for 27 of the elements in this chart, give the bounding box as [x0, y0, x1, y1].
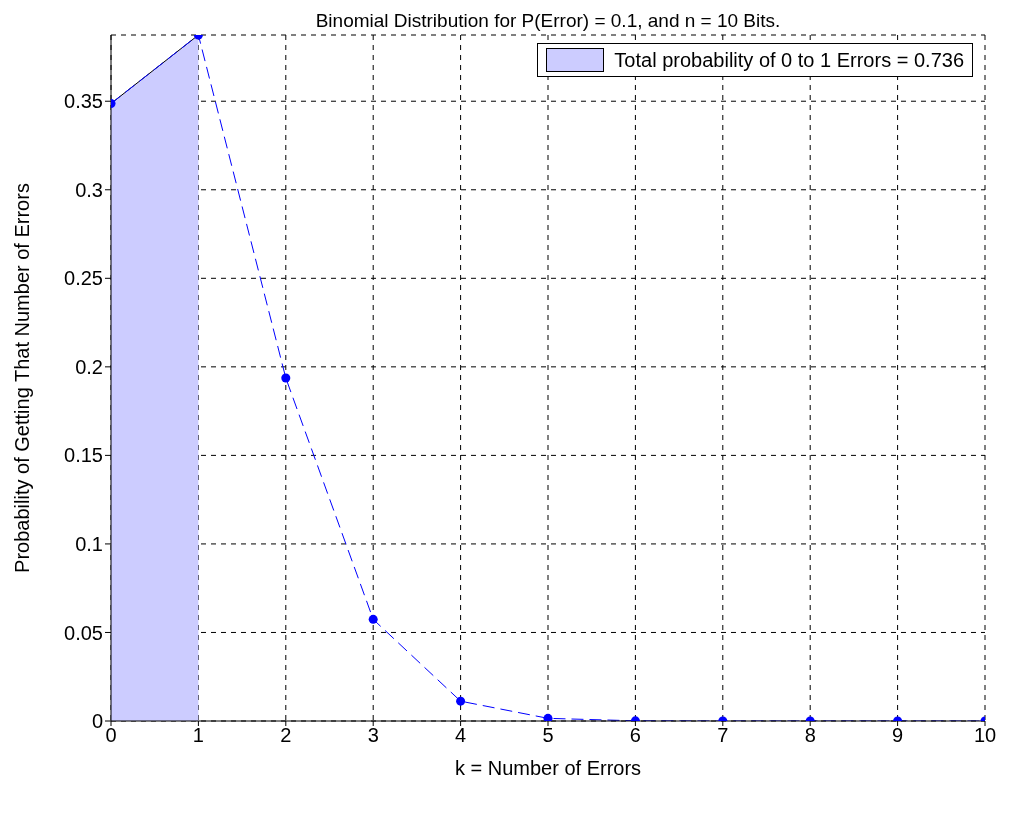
y-tick-label: 0.1: [75, 533, 103, 556]
point: [368, 614, 378, 624]
x-tick-label: 5: [542, 724, 554, 747]
point: [543, 713, 553, 721]
x-tick-label: 7: [717, 724, 729, 747]
x-tick-label: 9: [892, 724, 904, 747]
x-tick-label: 4: [455, 724, 467, 747]
point: [281, 373, 291, 383]
y-tick-label: 0.3: [75, 178, 103, 201]
y-tick-label: 0.25: [64, 267, 103, 290]
x-tick-label: 3: [367, 724, 379, 747]
chart-title: Binomial Distribution for P(Error) = 0.1, and n = 10 Bits.: [314, 10, 782, 32]
y-tick-label: 0.2: [75, 355, 103, 378]
legend-label: Total probability of 0 to 1 Errors = 0.736: [614, 48, 964, 72]
y-tick-label: 0: [91, 710, 103, 733]
y-axis-title: Probability of Getting That Number of Errors: [11, 183, 34, 573]
x-tick-label: 0: [105, 724, 117, 747]
x-tick-label: 8: [804, 724, 816, 747]
x-tick-label: 1: [192, 724, 204, 747]
x-axis-title: k = Number of Errors: [454, 757, 642, 779]
y-tick-label: 0.15: [64, 444, 103, 467]
y-tick-label: 0.05: [64, 621, 103, 644]
x-tick-label: 2: [280, 724, 292, 747]
point: [456, 696, 466, 706]
x-tick-label: 6: [629, 724, 641, 747]
y-tick-label: 0.35: [64, 90, 103, 113]
x-tick-label: 10: [973, 724, 997, 747]
